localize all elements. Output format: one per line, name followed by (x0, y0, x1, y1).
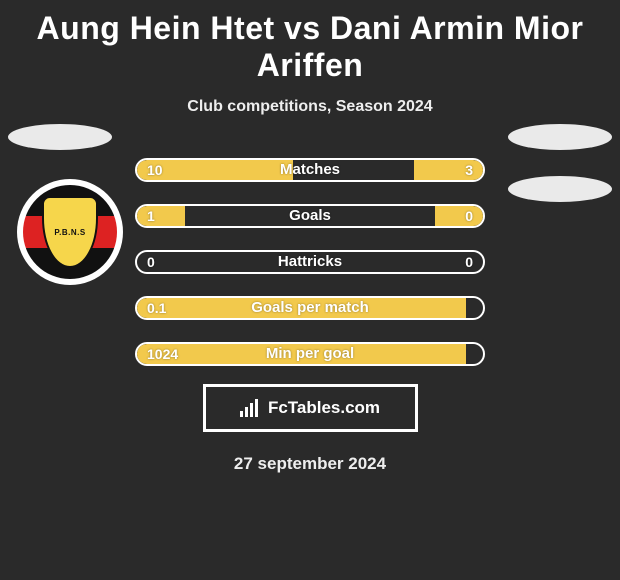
stat-row: 10Matches3 (135, 158, 485, 182)
stat-label: Matches (137, 160, 483, 180)
stat-label: Min per goal (137, 344, 483, 364)
stat-row: 0Hattricks0 (135, 250, 485, 274)
stats-container: 10Matches31Goals00Hattricks00.1Goals per… (135, 158, 485, 366)
subtitle: Club competitions, Season 2024 (0, 98, 620, 116)
player-left-slot (8, 124, 112, 150)
stat-value-right: 0 (465, 206, 473, 226)
brand-text: FcTables.com (268, 398, 380, 418)
chart-icon (240, 399, 262, 417)
stat-label: Goals (137, 206, 483, 226)
badge-label: P.B.N.S (54, 228, 85, 237)
stat-row: 1Goals0 (135, 204, 485, 228)
stat-value-right: 0 (465, 252, 473, 272)
player-right-slot (508, 124, 612, 150)
stat-value-right: 3 (465, 160, 473, 180)
stat-row: 0.1Goals per match (135, 296, 485, 320)
stat-label: Goals per match (137, 298, 483, 318)
stat-label: Hattricks (137, 252, 483, 272)
brand-box[interactable]: FcTables.com (203, 384, 418, 432)
page-title: Aung Hein Htet vs Dani Armin Mior Ariffe… (0, 0, 620, 84)
club-left-badge: P.B.N.S (17, 179, 123, 285)
club-right-slot (508, 176, 612, 202)
stat-row: 1024Min per goal (135, 342, 485, 366)
date: 27 september 2024 (0, 454, 620, 474)
